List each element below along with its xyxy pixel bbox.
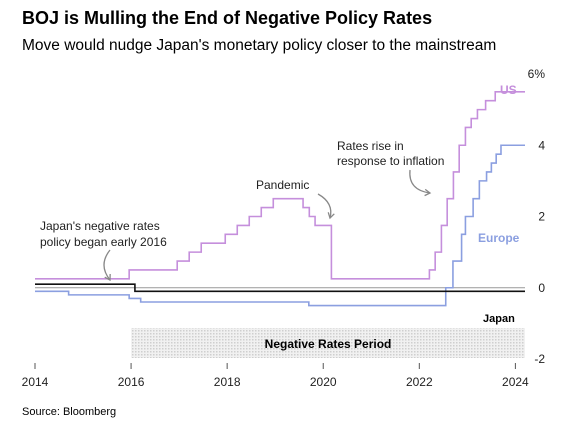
labels-layer: US Europe Japan [478,83,520,325]
chart-plot: Negative Rates Period US Europe Japan Japa… [22,67,546,389]
series-line-europe [35,144,525,307]
x-tick-label-2014: 2014 [22,375,49,389]
annotation-pandemic-arrowhead [327,212,335,220]
series-label-japan: Japan [483,313,515,325]
annotation-japan-line-2: policy began early 2016 [40,235,167,249]
annotations-layer: Japan's negative rates policy began early… [40,139,444,282]
annotation-japan-arrowhead [104,273,111,282]
annotation-pandemic-line-1: Pandemic [256,178,309,192]
axes-layer: -2 0 2 4 6% 2014 2016 2018 2020 2022 2024 [22,67,546,389]
series-lines-layer [35,91,525,307]
y-tick-label--2: -2 [534,352,545,366]
y-tick-label-6pct: 6% [528,67,546,81]
series-line-japan [35,283,525,293]
chart-subtitle: Move would nudge Japan's monetary policy… [22,37,497,54]
y-tick-label-2: 2 [538,210,545,224]
annotation-pandemic-arrow [317,193,332,219]
y-tick-label-0: 0 [538,281,545,295]
chart-title: BOJ is Mulling the End of Negative Polic… [22,8,433,28]
x-tick-label-2018: 2018 [214,375,241,389]
series-line-us [35,91,525,280]
negative-period-label: Negative Rates Period [265,337,392,351]
annotation-japan-line-1: Japan's negative rates [40,219,160,233]
series-label-us: US [500,83,517,97]
series-label-europe: Europe [478,231,520,245]
x-tick-label-2016: 2016 [118,375,145,389]
annotation-inflation-line-2: response to inflation [337,154,444,168]
x-tick-label-2020: 2020 [310,375,337,389]
y-tick-label-4: 4 [538,138,545,152]
annotation-inflation-arrowhead [424,188,432,197]
negative-period-layer: Negative Rates Period [131,328,525,358]
annotation-inflation-line-1: Rates rise in [337,139,404,153]
x-tick-label-2024: 2024 [502,375,529,389]
source-note: Source: Bloomberg [22,406,117,418]
x-tick-label-2022: 2022 [406,375,433,389]
annotation-inflation-arrow [409,169,431,194]
negative-period-band [131,328,525,358]
annotation-japan-arrow [103,249,111,281]
